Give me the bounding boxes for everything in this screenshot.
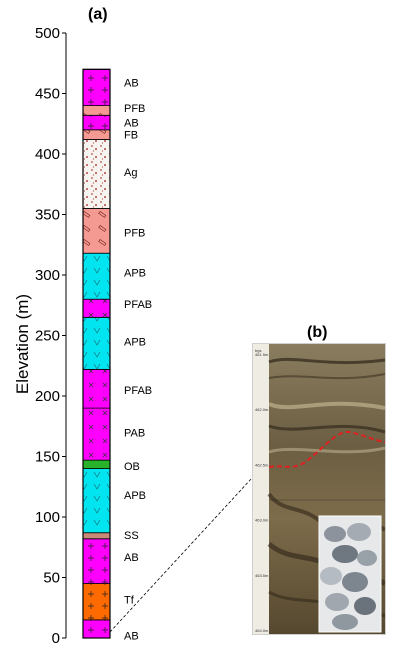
unit-label: APB — [124, 490, 146, 502]
elevation-axis: 0 50 100 150 200 250 300 350 400 450 500 — [35, 25, 67, 647]
unit-label: Ag — [124, 167, 137, 179]
y-tick-label: 450 — [35, 86, 60, 103]
unit-label: PAB — [124, 427, 145, 439]
unit-label: PFB — [124, 228, 145, 240]
y-tick-label: 300 — [35, 267, 60, 284]
core-depth-label: 462.5m — [255, 462, 269, 467]
unit-label: AB — [124, 78, 139, 90]
unit-label: OB — [124, 461, 140, 473]
column-unit-pattern — [83, 538, 110, 584]
column-unit-pattern — [83, 69, 110, 106]
core-depth-label: 463.5m — [255, 573, 269, 578]
core-depth-label: 464.0m — [255, 628, 269, 633]
column-unit-pattern — [83, 208, 110, 254]
column-unit-pattern — [83, 317, 110, 370]
column-outline — [82, 68, 111, 639]
column-unit-pattern — [83, 115, 110, 130]
column-unit-pattern — [83, 129, 110, 140]
unit-labels: ABPFBABFBAgPFBAPBPFABAPBPFABPABOBAPBSSAB… — [124, 78, 152, 643]
core-photo: bgs 461.5m 462.0m 462.5m 463.0m 463.5m 464.0m — [252, 343, 386, 635]
column-unit-pattern — [83, 468, 110, 533]
unit-label: PFAB — [124, 299, 152, 311]
core-depth-label: 462.0m — [255, 407, 269, 412]
y-tick-label: 350 — [35, 207, 60, 224]
unit-label: PFAB — [124, 385, 152, 397]
unit-label: PFB — [124, 103, 145, 115]
y-tick-label: 150 — [35, 449, 60, 466]
core-depth-label: 461.5m — [255, 352, 269, 357]
core-depth-label: 463.0m — [255, 518, 269, 523]
column-unit-pattern — [83, 408, 110, 461]
column-unit-pattern — [83, 369, 110, 409]
y-tick-label: 400 — [35, 146, 60, 163]
panel-b-label: (b) — [307, 324, 328, 341]
column-unit-pattern — [83, 253, 110, 300]
unit-label: AB — [124, 118, 139, 130]
unit-label: FB — [124, 130, 138, 142]
y-tick-label: 0 — [52, 630, 60, 647]
unit-label: AB — [124, 552, 139, 564]
column-unit-ob — [82, 459, 111, 470]
y-tick-label: 250 — [35, 328, 60, 345]
unit-label: AB — [124, 631, 139, 643]
y-tick-label: 200 — [35, 388, 60, 405]
y-tick-label: 100 — [35, 509, 60, 526]
core-depth-scale-strip — [253, 344, 269, 634]
core-header-label: bgs — [255, 348, 261, 353]
core-contact-marker — [268, 430, 385, 468]
column-unit-pattern — [83, 299, 110, 318]
unit-label: Tf — [124, 594, 135, 606]
column-unit-pattern — [83, 583, 110, 620]
unit-label: APB — [124, 337, 146, 349]
y-axis-label: Elevation (m) — [13, 294, 32, 394]
unit-label: APB — [124, 268, 146, 280]
y-tick-label: 50 — [43, 570, 60, 587]
column-unit-pattern — [83, 619, 110, 638]
column-unit-pattern — [83, 139, 110, 209]
column-unit-ss — [82, 532, 111, 540]
unit-label: SS — [124, 530, 139, 542]
panel-a-label: (a) — [88, 6, 108, 23]
stratigraphic-column — [82, 68, 111, 639]
y-tick-label: 500 — [35, 25, 60, 42]
column-unit-pattern — [83, 105, 110, 116]
